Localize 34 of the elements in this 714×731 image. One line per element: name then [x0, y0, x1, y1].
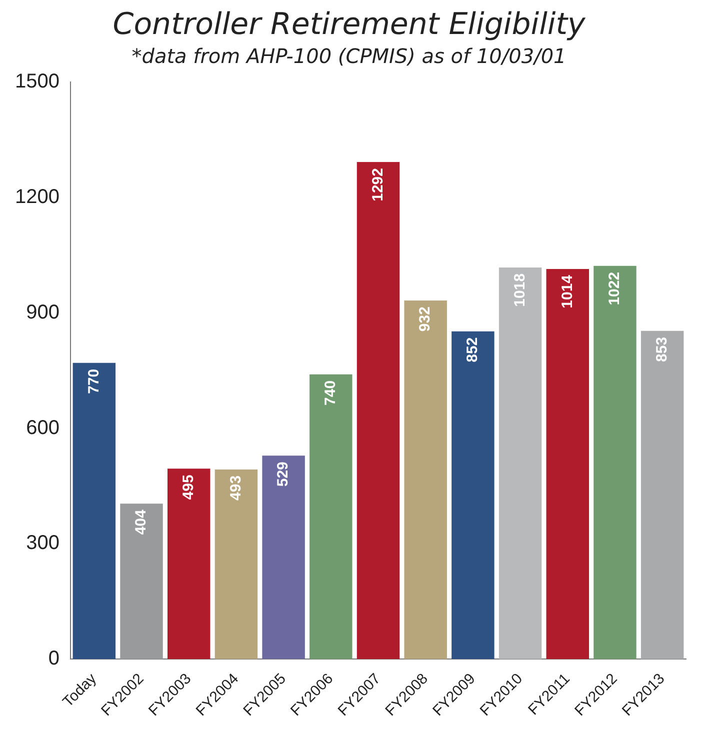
chart-title: Controller Retirement Eligibility [112, 6, 587, 42]
bar [594, 266, 636, 660]
y-tick-label: 300 [26, 532, 60, 554]
data-label: 1014 [558, 274, 576, 308]
bar [167, 468, 210, 660]
y-tick-label: 1200 [14, 186, 60, 208]
bar [452, 331, 494, 660]
data-label: 529 [274, 462, 292, 487]
bar [546, 268, 589, 660]
data-label: 853 [653, 336, 670, 362]
bar [498, 267, 542, 660]
data-label: 1292 [369, 168, 386, 202]
bar [214, 469, 258, 660]
data-label: 852 [464, 337, 482, 362]
data-label: 932 [416, 306, 434, 332]
y-tick-label: 1500 [14, 70, 60, 93]
data-label: 1022 [606, 272, 624, 306]
data-label: 495 [180, 474, 197, 500]
data-label: 1018 [511, 273, 528, 307]
data-label: 493 [227, 475, 244, 500]
data-label: 404 [132, 509, 150, 535]
bar [310, 374, 352, 660]
y-tick-label: 600 [26, 416, 60, 439]
bar [640, 330, 684, 660]
bar [72, 362, 116, 660]
chart-subtitle: *data from AHP-100 (CPMIS) as of 10/03/01 [132, 44, 566, 68]
bar [262, 456, 305, 660]
y-tick-label: 900 [26, 301, 60, 324]
bar [356, 162, 400, 660]
bar [120, 504, 163, 660]
y-tick-label: 0 [48, 648, 60, 670]
bar [404, 300, 447, 660]
data-label: 740 [322, 380, 340, 406]
data-label: 770 [85, 368, 102, 394]
